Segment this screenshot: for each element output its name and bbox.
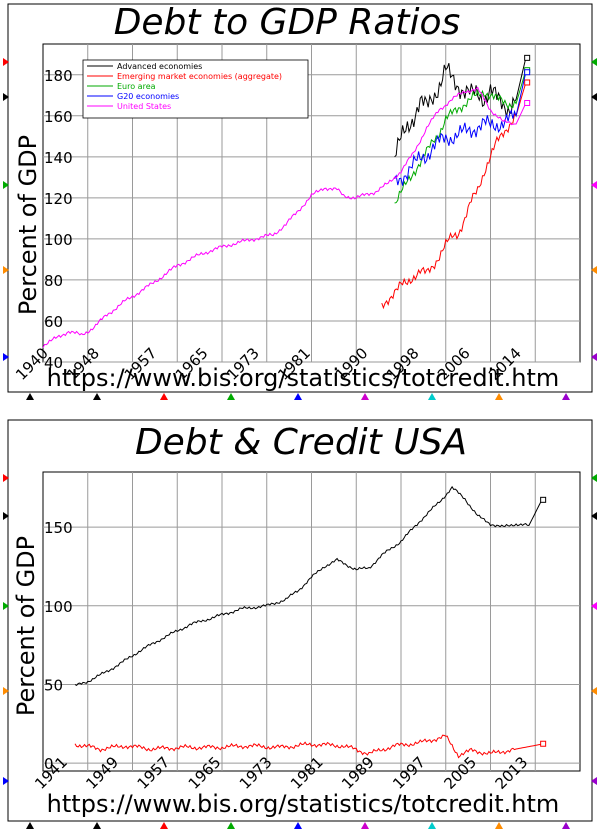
y-tick-label: 80 [44,272,63,290]
series-end-marker [540,740,547,747]
y-tick-label: 50 [44,676,63,694]
edge-marker [3,687,9,695]
edge-marker [591,512,597,520]
x-tick-label: 1981 [287,753,327,793]
edge-marker [495,393,503,400]
figure-frame [7,419,593,822]
x-tick-label: 2013 [492,753,532,793]
edge-marker [591,602,597,610]
x-tick-label: 1989 [338,753,378,793]
edge-marker [591,474,597,482]
edge-marker [3,474,9,482]
figure-frame [7,3,593,393]
source-url: https://www.bis.org/statistics/totcredit… [47,790,560,818]
series-end-marker [524,69,531,76]
y-axis-label: Percent of GDP [14,135,42,315]
edge-marker [361,822,369,829]
y-tick-label: 40 [44,354,63,372]
y-tick-label: 100 [44,231,73,249]
chart-title: Debt to GDP Ratios [114,2,461,43]
y-tick-label: 140 [44,149,73,167]
edge-marker [93,393,101,400]
series-line-0 [74,485,543,687]
series-end-marker [524,79,531,86]
x-tick-label: 1997 [389,753,429,793]
x-tick-label: 1965 [185,753,225,793]
y-tick-label: 120 [44,190,73,208]
legend-entry: Emerging market economies (aggregate) [117,72,282,81]
edge-marker [3,93,9,101]
edge-marker [26,393,34,400]
x-tick-label: 2005 [440,753,480,793]
edge-marker [428,393,436,400]
series-end-marker [540,496,547,503]
edge-marker [3,512,9,520]
edge-marker [495,822,503,829]
x-tick-label: 1949 [82,753,122,793]
edge-marker [428,822,436,829]
series-end-marker [524,99,531,106]
series-line-united-states [42,86,527,348]
edge-marker [3,266,9,274]
x-tick-label: 1957 [134,753,174,793]
edge-marker [3,602,9,610]
chart-debt-to-gdp: Debt to GDP Ratios Percent of GDP https:… [0,0,602,406]
series-line-emerging-market-economies-aggregate- [381,82,527,310]
edge-marker [227,822,235,829]
legend-entry: Advanced economies [117,62,202,71]
edge-marker [591,777,597,785]
series-line-advanced-economies [394,58,527,158]
legend-entry: Euro area [117,82,156,91]
chart-debt-credit-usa: Debt & Credit USA Percent of GDP https:/… [0,416,602,829]
series-line-euro-area [394,70,527,204]
edge-marker [93,822,101,829]
legend [82,59,309,119]
edge-marker [160,393,168,400]
edge-marker [591,93,597,101]
y-tick-label: 100 [44,598,73,616]
chart-title: Debt & Credit USA [135,422,467,463]
source-url: https://www.bis.org/statistics/totcredit… [47,364,560,392]
edge-marker [591,687,597,695]
edge-marker [3,777,9,785]
series-line-g20-economies [394,72,527,186]
edge-marker [26,822,34,829]
edge-marker [160,822,168,829]
edge-marker [591,181,597,189]
x-tick-label: 1973 [236,753,276,793]
edge-marker [227,393,235,400]
chart-debt-to-gdp-canvas: Debt to GDP Ratios Percent of GDP https:… [3,2,597,400]
series-end-marker [524,54,531,61]
legend-entry: United States [117,102,171,111]
edge-marker [3,353,9,361]
edge-marker [591,353,597,361]
edge-marker [3,58,9,66]
chart-debt-credit-usa-canvas: Debt & Credit USA Percent of GDP https:/… [3,419,597,829]
edge-marker [361,393,369,400]
series-line-1 [74,734,542,759]
x-tick-label: 1941 [31,753,71,793]
y-tick-label: 150 [44,519,73,537]
y-tick-label: 180 [44,67,73,85]
y-tick-label: 160 [44,108,73,126]
y-axis-label: Percent of GDP [12,536,40,716]
edge-marker [591,58,597,66]
y-tick-label: 0 [44,755,54,773]
edge-marker [562,393,570,400]
edge-marker [591,266,597,274]
edge-marker [294,393,302,400]
edge-marker [3,181,9,189]
y-tick-label: 60 [44,313,63,331]
edge-marker [562,822,570,829]
edge-marker [294,822,302,829]
legend-entry: G20 economies [117,92,179,101]
